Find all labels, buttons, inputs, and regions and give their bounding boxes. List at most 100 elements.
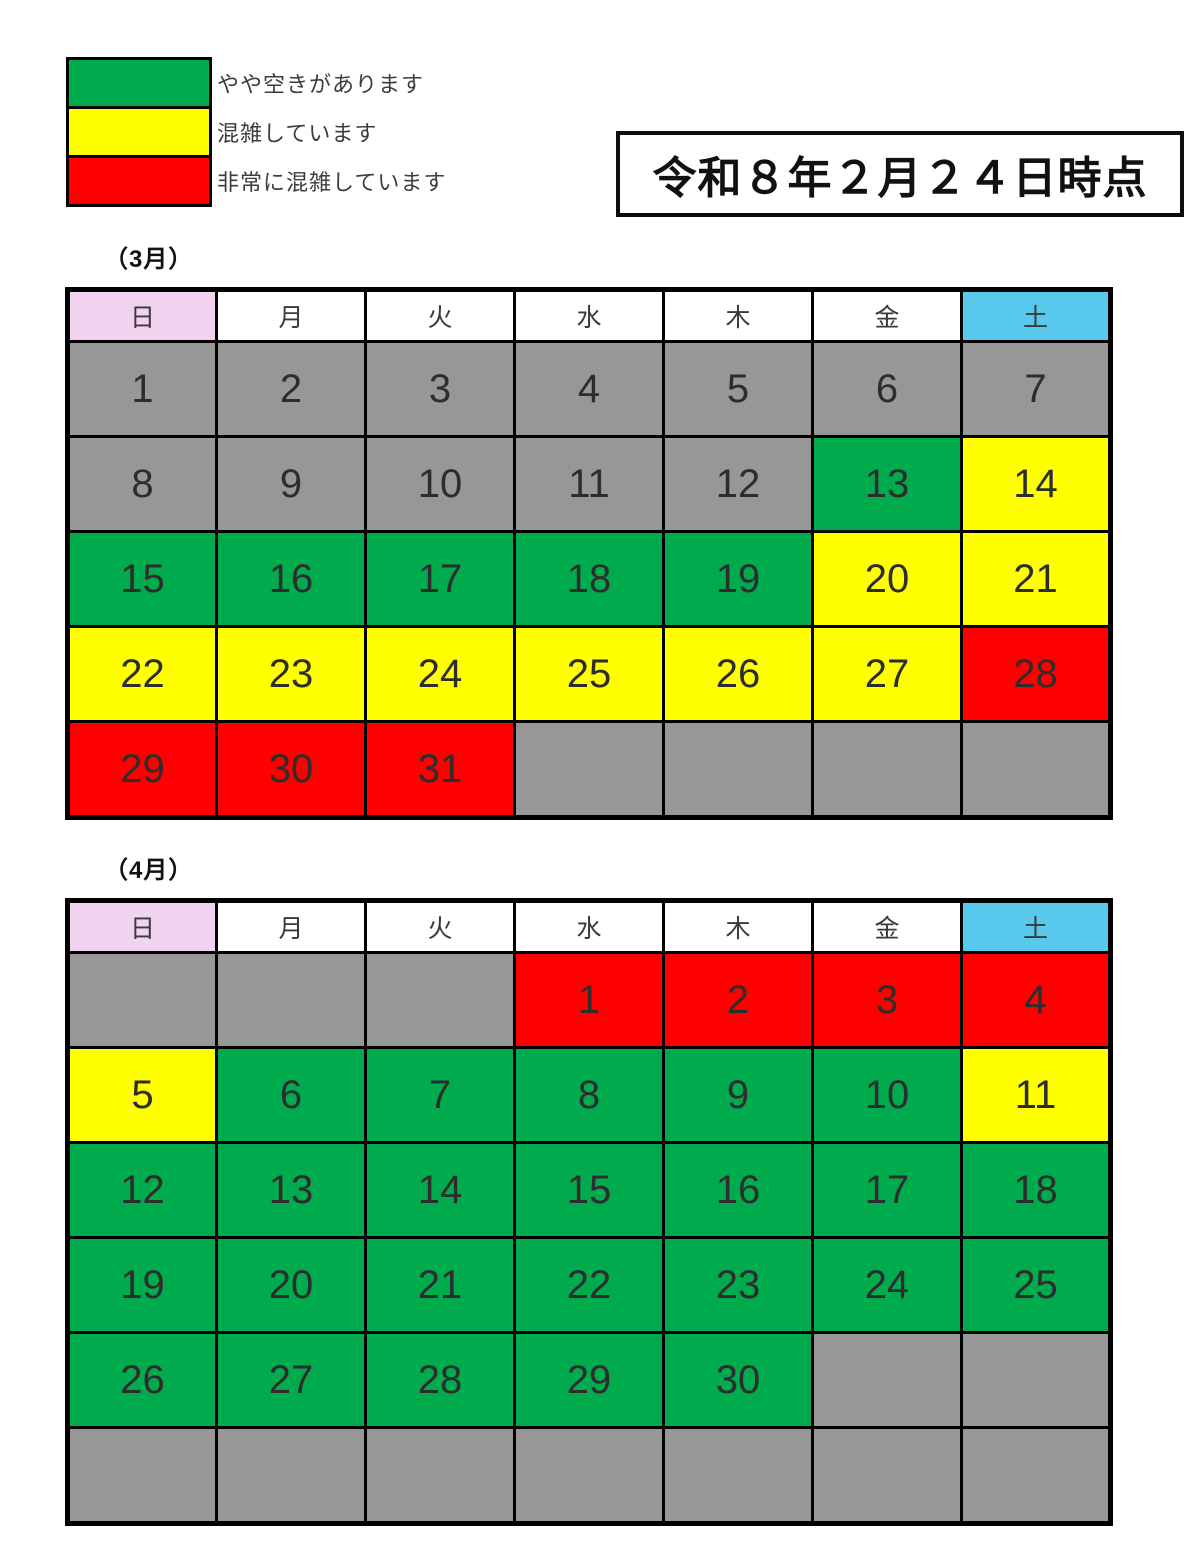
day-cell-17: 17 [364, 530, 516, 628]
day-cell-18: 18 [960, 1141, 1112, 1239]
day-cell-13: 13 [215, 1141, 367, 1239]
weekday-header-cell: 日 [66, 288, 218, 343]
day-cell-25: 25 [960, 1236, 1112, 1334]
weekday-header-cell: 月 [215, 899, 367, 954]
calendar-table-march: 日月火水木金土 1 2 3 4 5 6 7 8 9 10 11 12 13 14 15 16 17 18 19 20 21… [65, 287, 1113, 820]
day-cell-11: 11 [960, 1046, 1112, 1144]
empty-day-cell [960, 720, 1112, 819]
empty-day-cell [662, 720, 814, 819]
day-cell-4: 4 [513, 340, 665, 438]
calendar-week-row: 22 23 24 25 26 27 28 [66, 625, 1112, 723]
legend-label: 混雑しています [217, 121, 378, 146]
day-cell-2: 2 [662, 951, 814, 1049]
day-cell-13: 13 [811, 435, 963, 533]
day-cell-22: 22 [66, 625, 218, 723]
day-cell-4: 4 [960, 951, 1112, 1049]
empty-day-cell [960, 1426, 1112, 1525]
weekday-header-row: 日月火水木金土 [66, 288, 1112, 343]
weekday-header-cell: 日 [66, 899, 218, 954]
weekday-header-cell: 土 [960, 899, 1112, 954]
day-cell-1: 1 [66, 340, 218, 438]
day-cell-7: 7 [960, 340, 1112, 438]
legend-swatch-red [66, 155, 212, 207]
calendar-title-april: （4月） [104, 857, 194, 884]
empty-day-cell [215, 1426, 367, 1525]
day-cell-23: 23 [215, 625, 367, 723]
congestion-legend: やや空きがあります 混雑しています 非常に混雑しています [66, 57, 446, 207]
top-area: やや空きがあります 混雑しています 非常に混雑しています 令和８年２月２４日時点 [0, 0, 1200, 245]
day-cell-10: 10 [811, 1046, 963, 1144]
day-cell-26: 26 [66, 1331, 218, 1429]
day-cell-19: 19 [662, 530, 814, 628]
calendar-week-row: 19 20 21 22 23 24 25 [66, 1236, 1112, 1334]
empty-day-cell [811, 1331, 963, 1429]
day-cell-31: 31 [364, 720, 516, 819]
legend-item-very-crowded: 非常に混雑しています [66, 155, 446, 207]
day-cell-30: 30 [662, 1331, 814, 1429]
legend-label: やや空きがあります [217, 72, 425, 97]
legend-item-crowded: 混雑しています [66, 106, 446, 158]
day-cell-9: 9 [662, 1046, 814, 1144]
weekday-header-row: 日月火水木金土 [66, 899, 1112, 954]
empty-day-cell [66, 951, 218, 1049]
calendar-section-april: （4月） 日月火水木金土 1 2 3 4 5 6 7 8 9 10 11 12 13 14 15 16 17 18 1… [0, 856, 1200, 1526]
weekday-header-cell: 木 [662, 899, 814, 954]
calendar-table-april: 日月火水木金土 1 2 3 4 5 6 7 8 9 10 11 12 13 14 15 16 17 18 19 20 21… [65, 898, 1113, 1526]
day-cell-23: 23 [662, 1236, 814, 1334]
day-cell-8: 8 [513, 1046, 665, 1144]
day-cell-6: 6 [811, 340, 963, 438]
day-cell-3: 3 [364, 340, 516, 438]
date-stamp-box: 令和８年２月２４日時点 [616, 131, 1184, 217]
day-cell-2: 2 [215, 340, 367, 438]
day-cell-10: 10 [364, 435, 516, 533]
legend-label: 非常に混雑しています [217, 170, 447, 195]
empty-day-cell [66, 1426, 218, 1525]
weekday-header-cell: 木 [662, 288, 814, 343]
day-cell-28: 28 [960, 625, 1112, 723]
day-cell-5: 5 [662, 340, 814, 438]
day-cell-29: 29 [66, 720, 218, 819]
empty-day-cell [513, 1426, 665, 1525]
day-cell-25: 25 [513, 625, 665, 723]
day-cell-16: 16 [215, 530, 367, 628]
weekday-header-cell: 月 [215, 288, 367, 343]
calendar-week-row: 5 6 7 8 9 10 11 [66, 1046, 1112, 1144]
day-cell-21: 21 [364, 1236, 516, 1334]
day-cell-7: 7 [364, 1046, 516, 1144]
weekday-header-cell: 火 [364, 288, 516, 343]
day-cell-1: 1 [513, 951, 665, 1049]
day-cell-21: 21 [960, 530, 1112, 628]
day-cell-30: 30 [215, 720, 367, 819]
day-cell-3: 3 [811, 951, 963, 1049]
date-stamp-text: 令和８年２月２４日時点 [652, 154, 1148, 203]
day-cell-20: 20 [215, 1236, 367, 1334]
legend-swatch-yellow [66, 106, 212, 158]
weekday-header-cell: 水 [513, 288, 665, 343]
day-cell-24: 24 [811, 1236, 963, 1334]
calendar-week-row: 15 16 17 18 19 20 21 [66, 530, 1112, 628]
day-cell-11: 11 [513, 435, 665, 533]
day-cell-15: 15 [66, 530, 218, 628]
weekday-header-cell: 水 [513, 899, 665, 954]
day-cell-6: 6 [215, 1046, 367, 1144]
day-cell-28: 28 [364, 1331, 516, 1429]
calendar-title-march: （3月） [104, 246, 194, 273]
calendar-week-row: 12 13 14 15 16 17 18 [66, 1141, 1112, 1239]
empty-day-cell [811, 1426, 963, 1525]
day-cell-5: 5 [66, 1046, 218, 1144]
day-cell-26: 26 [662, 625, 814, 723]
empty-day-cell [364, 951, 516, 1049]
legend-swatch-green [66, 57, 212, 109]
empty-day-cell [960, 1331, 1112, 1429]
calendar-week-row: 8 9 10 11 12 13 14 [66, 435, 1112, 533]
empty-day-cell [811, 720, 963, 819]
calendar-section-march: （3月） 日月火水木金土 1 2 3 4 5 6 7 8 9 10 11 12 13 14 15 16 17 18 1… [0, 245, 1200, 820]
day-cell-12: 12 [66, 1141, 218, 1239]
day-cell-27: 27 [215, 1331, 367, 1429]
day-cell-14: 14 [960, 435, 1112, 533]
weekday-header-cell: 土 [960, 288, 1112, 343]
day-cell-27: 27 [811, 625, 963, 723]
empty-day-cell [215, 951, 367, 1049]
